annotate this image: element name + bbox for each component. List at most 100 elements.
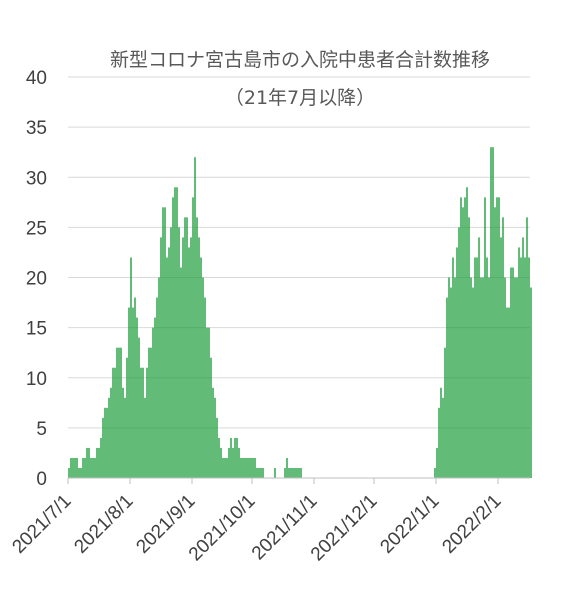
chart-title: 新型コロナ宮古島市の入院中患者合計数推移 (110, 49, 490, 71)
bar (286, 457, 288, 478)
y-tick-labels: 0 5 10 15 20 25 30 35 40 (26, 68, 47, 490)
bar (86, 447, 88, 478)
bar (224, 457, 226, 478)
bar (468, 217, 470, 478)
bar (94, 457, 96, 478)
bar (512, 267, 514, 478)
bar (192, 197, 194, 479)
bar (446, 297, 448, 478)
bar (518, 247, 520, 478)
bar (240, 457, 242, 478)
bar (122, 387, 124, 478)
x-tick-label: 2022/2/1 (438, 491, 505, 558)
bar (292, 467, 294, 478)
bar (248, 457, 250, 478)
bar (220, 447, 222, 478)
bar (186, 217, 188, 478)
bar (288, 467, 290, 478)
bar (444, 347, 446, 478)
bar (150, 347, 152, 478)
bar (98, 447, 100, 478)
bar (166, 257, 168, 478)
bar (184, 217, 186, 478)
bar (152, 327, 154, 479)
bar (176, 187, 178, 478)
bar (470, 277, 472, 478)
y-tick-label: 5 (36, 419, 47, 440)
x-tick-label: 2021/10/1 (185, 491, 260, 566)
bar (456, 247, 458, 478)
bar (154, 317, 156, 478)
bar (162, 207, 164, 478)
bar (504, 277, 506, 478)
bar (234, 437, 236, 478)
bar (124, 397, 126, 478)
bar (70, 457, 72, 478)
bar (244, 457, 246, 478)
bar (96, 447, 98, 478)
bar (464, 197, 466, 479)
bar (486, 257, 488, 478)
bar (294, 467, 296, 478)
bar (82, 457, 84, 478)
bar (478, 237, 480, 478)
bar (158, 277, 160, 478)
bar (112, 367, 114, 478)
bar (156, 297, 158, 478)
bar (442, 397, 444, 478)
bar (232, 447, 234, 478)
axes (67, 477, 530, 484)
bar (110, 387, 112, 478)
bar (120, 347, 122, 478)
bar (490, 147, 492, 478)
bar (80, 467, 82, 478)
bar (174, 187, 176, 478)
bar (182, 237, 184, 478)
bar (194, 157, 196, 478)
bar (494, 207, 496, 478)
bar (500, 237, 502, 478)
bar (516, 277, 518, 478)
bar (522, 237, 524, 478)
bar (526, 217, 528, 478)
bar (514, 277, 516, 478)
bar (138, 337, 140, 478)
bar (484, 197, 486, 479)
bar (170, 227, 172, 479)
bar (482, 277, 484, 478)
bar (76, 457, 78, 478)
bar (480, 277, 482, 478)
bar (128, 307, 130, 478)
bar (496, 197, 498, 479)
bar (114, 367, 116, 478)
bar (284, 467, 286, 478)
bar (246, 457, 248, 478)
bar (148, 347, 150, 478)
bar (180, 267, 182, 478)
bar (300, 467, 302, 478)
bar (462, 207, 464, 478)
bar (206, 327, 208, 479)
bar (458, 227, 460, 479)
bar (204, 297, 206, 478)
bar (222, 457, 224, 478)
bar (466, 187, 468, 478)
bar (226, 457, 228, 478)
bar (236, 437, 238, 478)
bar (256, 467, 258, 478)
y-tick-label: 0 (36, 469, 47, 490)
chart-subtitle: （21年7月以降） (225, 87, 375, 109)
bar (100, 437, 102, 478)
bar (130, 257, 132, 478)
bar (242, 457, 244, 478)
bar (254, 457, 256, 478)
bar (274, 467, 276, 478)
bar (520, 257, 522, 478)
bar (454, 277, 456, 478)
bar (216, 417, 218, 478)
bar (212, 387, 214, 478)
bar (440, 387, 442, 478)
bar (530, 287, 532, 478)
bar (460, 197, 462, 479)
y-tick-label: 35 (26, 118, 47, 139)
